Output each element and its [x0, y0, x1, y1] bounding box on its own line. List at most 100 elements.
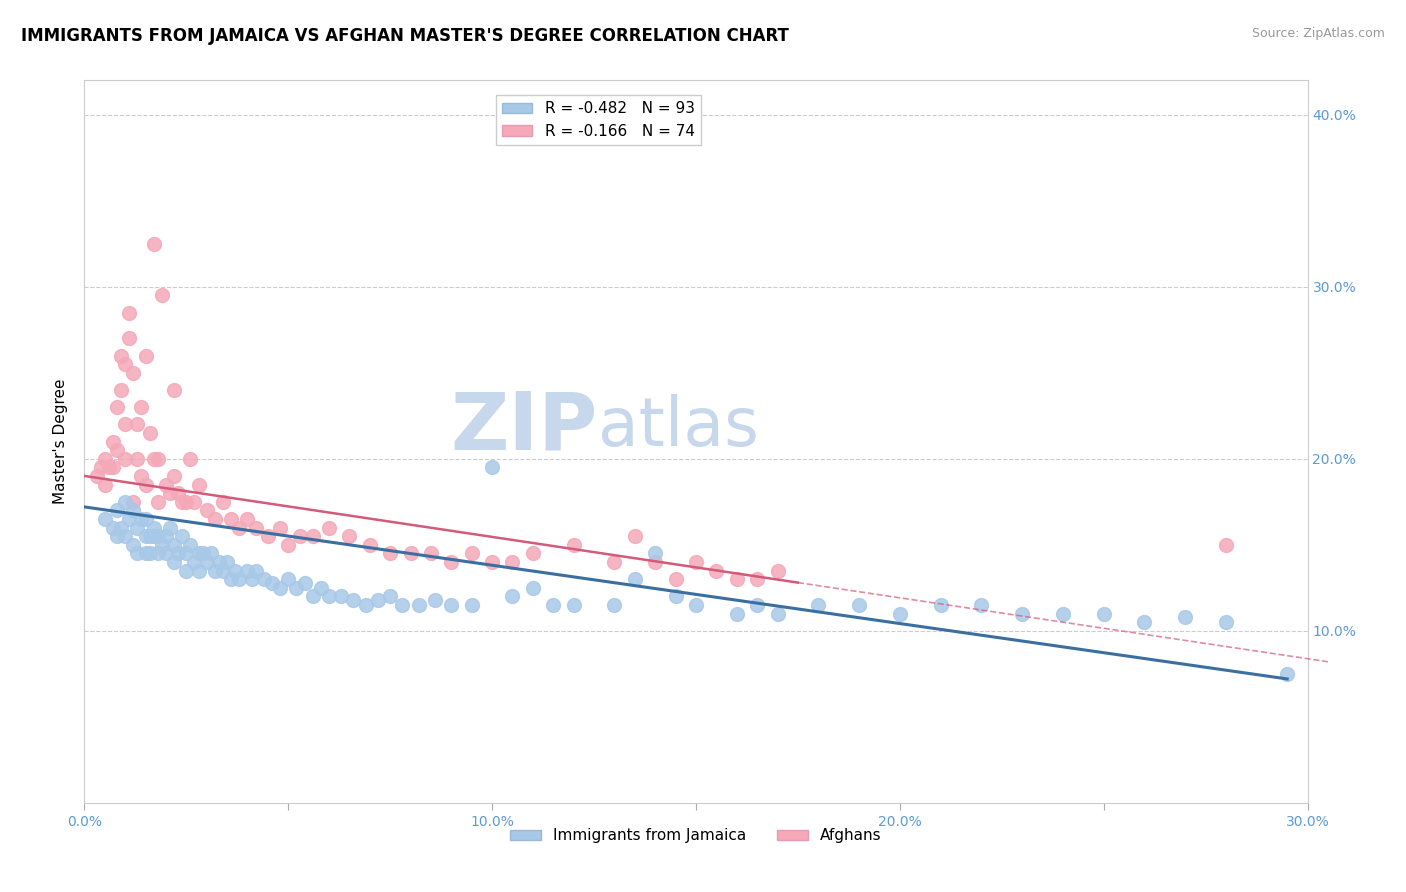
- Point: [122, 366, 145, 380]
- Point: [502, 555, 524, 569]
- Point: [183, 555, 205, 569]
- Point: [150, 288, 173, 302]
- Point: [135, 477, 157, 491]
- Point: [461, 546, 484, 560]
- Point: [146, 529, 169, 543]
- Point: [114, 494, 136, 508]
- Point: [101, 520, 124, 534]
- Point: [127, 417, 149, 432]
- Point: [440, 598, 463, 612]
- Point: [269, 581, 291, 595]
- Point: [522, 581, 544, 595]
- Point: [481, 555, 503, 569]
- Point: [285, 581, 308, 595]
- Point: [380, 590, 402, 604]
- Point: [101, 460, 124, 475]
- Point: [187, 546, 209, 560]
- Point: [603, 598, 626, 612]
- Point: [187, 564, 209, 578]
- Point: [747, 572, 769, 586]
- Point: [105, 400, 128, 414]
- Point: [665, 590, 688, 604]
- Point: [114, 417, 136, 432]
- Point: [399, 546, 422, 560]
- Point: [127, 520, 149, 534]
- Point: [135, 529, 157, 543]
- Point: [228, 520, 250, 534]
- Point: [766, 607, 789, 621]
- Point: [1133, 615, 1156, 630]
- Point: [127, 546, 149, 560]
- Point: [163, 555, 186, 569]
- Point: [245, 520, 267, 534]
- Point: [122, 503, 145, 517]
- Point: [191, 546, 214, 560]
- Point: [269, 520, 291, 534]
- Point: [970, 598, 993, 612]
- Point: [766, 564, 789, 578]
- Point: [105, 443, 128, 458]
- Point: [294, 575, 316, 590]
- Point: [131, 512, 153, 526]
- Point: [644, 546, 666, 560]
- Point: [93, 512, 115, 526]
- Point: [195, 503, 218, 517]
- Point: [318, 590, 340, 604]
- Point: [114, 357, 136, 371]
- Point: [706, 564, 728, 578]
- Point: [236, 512, 259, 526]
- Point: [359, 538, 381, 552]
- Point: [208, 555, 231, 569]
- Point: [150, 538, 173, 552]
- Point: [562, 598, 585, 612]
- Point: [172, 494, 194, 508]
- Point: [481, 460, 503, 475]
- Point: [105, 503, 128, 517]
- Point: [277, 572, 299, 586]
- Point: [138, 529, 160, 543]
- Point: [146, 494, 169, 508]
- Point: [142, 451, 165, 466]
- Point: [131, 400, 153, 414]
- Point: [747, 598, 769, 612]
- Point: [204, 564, 226, 578]
- Point: [101, 434, 124, 449]
- Point: [339, 529, 361, 543]
- Legend: Immigrants from Jamaica, Afghans: Immigrants from Jamaica, Afghans: [505, 822, 887, 849]
- Point: [110, 383, 132, 397]
- Point: [86, 469, 108, 483]
- Point: [562, 538, 585, 552]
- Text: ZIP: ZIP: [451, 388, 598, 467]
- Point: [290, 529, 312, 543]
- Point: [603, 555, 626, 569]
- Point: [118, 331, 141, 345]
- Point: [685, 598, 707, 612]
- Point: [138, 546, 160, 560]
- Point: [105, 529, 128, 543]
- Point: [228, 572, 250, 586]
- Point: [93, 477, 115, 491]
- Point: [1011, 607, 1033, 621]
- Point: [212, 494, 235, 508]
- Point: [807, 598, 830, 612]
- Point: [135, 546, 157, 560]
- Point: [380, 546, 402, 560]
- Y-axis label: Master's Degree: Master's Degree: [53, 379, 69, 504]
- Point: [118, 512, 141, 526]
- Point: [685, 555, 707, 569]
- Point: [240, 572, 263, 586]
- Point: [122, 538, 145, 552]
- Point: [163, 383, 186, 397]
- Point: [187, 477, 209, 491]
- Point: [522, 546, 544, 560]
- Point: [889, 607, 911, 621]
- Point: [725, 607, 748, 621]
- Point: [93, 451, 115, 466]
- Point: [114, 451, 136, 466]
- Point: [408, 598, 430, 612]
- Point: [110, 349, 132, 363]
- Point: [1215, 538, 1237, 552]
- Point: [142, 529, 165, 543]
- Point: [301, 529, 323, 543]
- Point: [155, 546, 177, 560]
